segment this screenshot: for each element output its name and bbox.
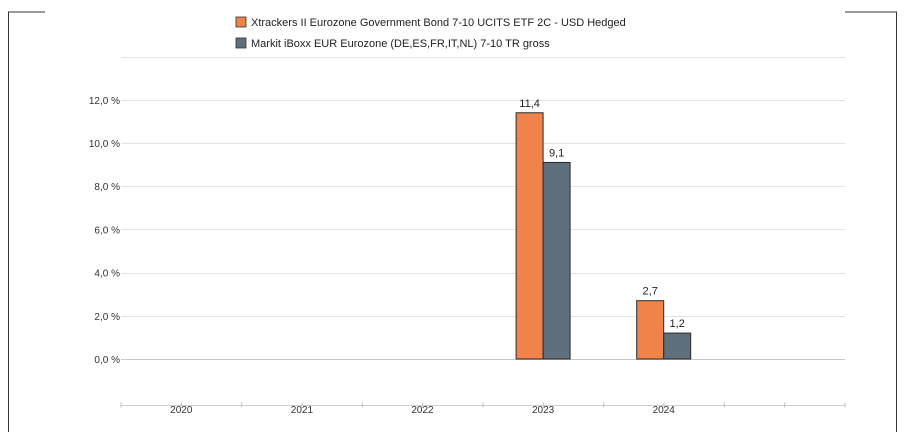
legend-swatch-2 xyxy=(235,37,247,49)
data-label: 11,4 xyxy=(519,98,540,110)
x-tick-label: 2024 xyxy=(653,405,676,416)
legend: Xtrackers II Eurozone Government Bond 7-… xyxy=(235,16,626,50)
x-axis: 2020 2021 2022 2023 2024 xyxy=(120,402,846,416)
legend-swatch-1 xyxy=(235,16,247,28)
y-tick-label: 12,0 % xyxy=(89,96,120,107)
grid xyxy=(121,57,845,360)
y-tick-label: 0,0 % xyxy=(94,355,120,366)
bars: 11,4 9,1 2,7 1,2 xyxy=(515,98,692,360)
bar-2024-series-2 xyxy=(663,332,692,360)
bar-2023-series-2 xyxy=(542,161,571,360)
x-tick-label: 2023 xyxy=(532,405,555,416)
x-tick-label: 2020 xyxy=(170,405,193,416)
y-tick-label: 8,0 % xyxy=(94,182,120,193)
y-tick-label: 2,0 % xyxy=(94,312,120,323)
legend-label-1: Xtrackers II Eurozone Government Bond 7-… xyxy=(251,17,626,29)
x-tick-label: 2021 xyxy=(291,405,314,416)
y-tick-label: 4,0 % xyxy=(94,269,120,280)
y-tick-label: 10,0 % xyxy=(89,139,120,150)
data-label: 1,2 xyxy=(670,318,685,330)
bar-2024-series-1 xyxy=(636,300,665,360)
bar-2023-series-1 xyxy=(515,112,544,360)
legend-label-2: Markit iBoxx EUR Eurozone (DE,ES,FR,IT,N… xyxy=(251,38,550,50)
data-label: 9,1 xyxy=(549,147,564,159)
y-axis: 0,0 % 2,0 % 4,0 % 6,0 % 8,0 % 10,0 % 12,0 % xyxy=(89,96,120,366)
x-tick-label: 2022 xyxy=(411,405,434,416)
y-tick-label: 6,0 % xyxy=(94,225,120,236)
data-label: 2,7 xyxy=(643,286,658,298)
